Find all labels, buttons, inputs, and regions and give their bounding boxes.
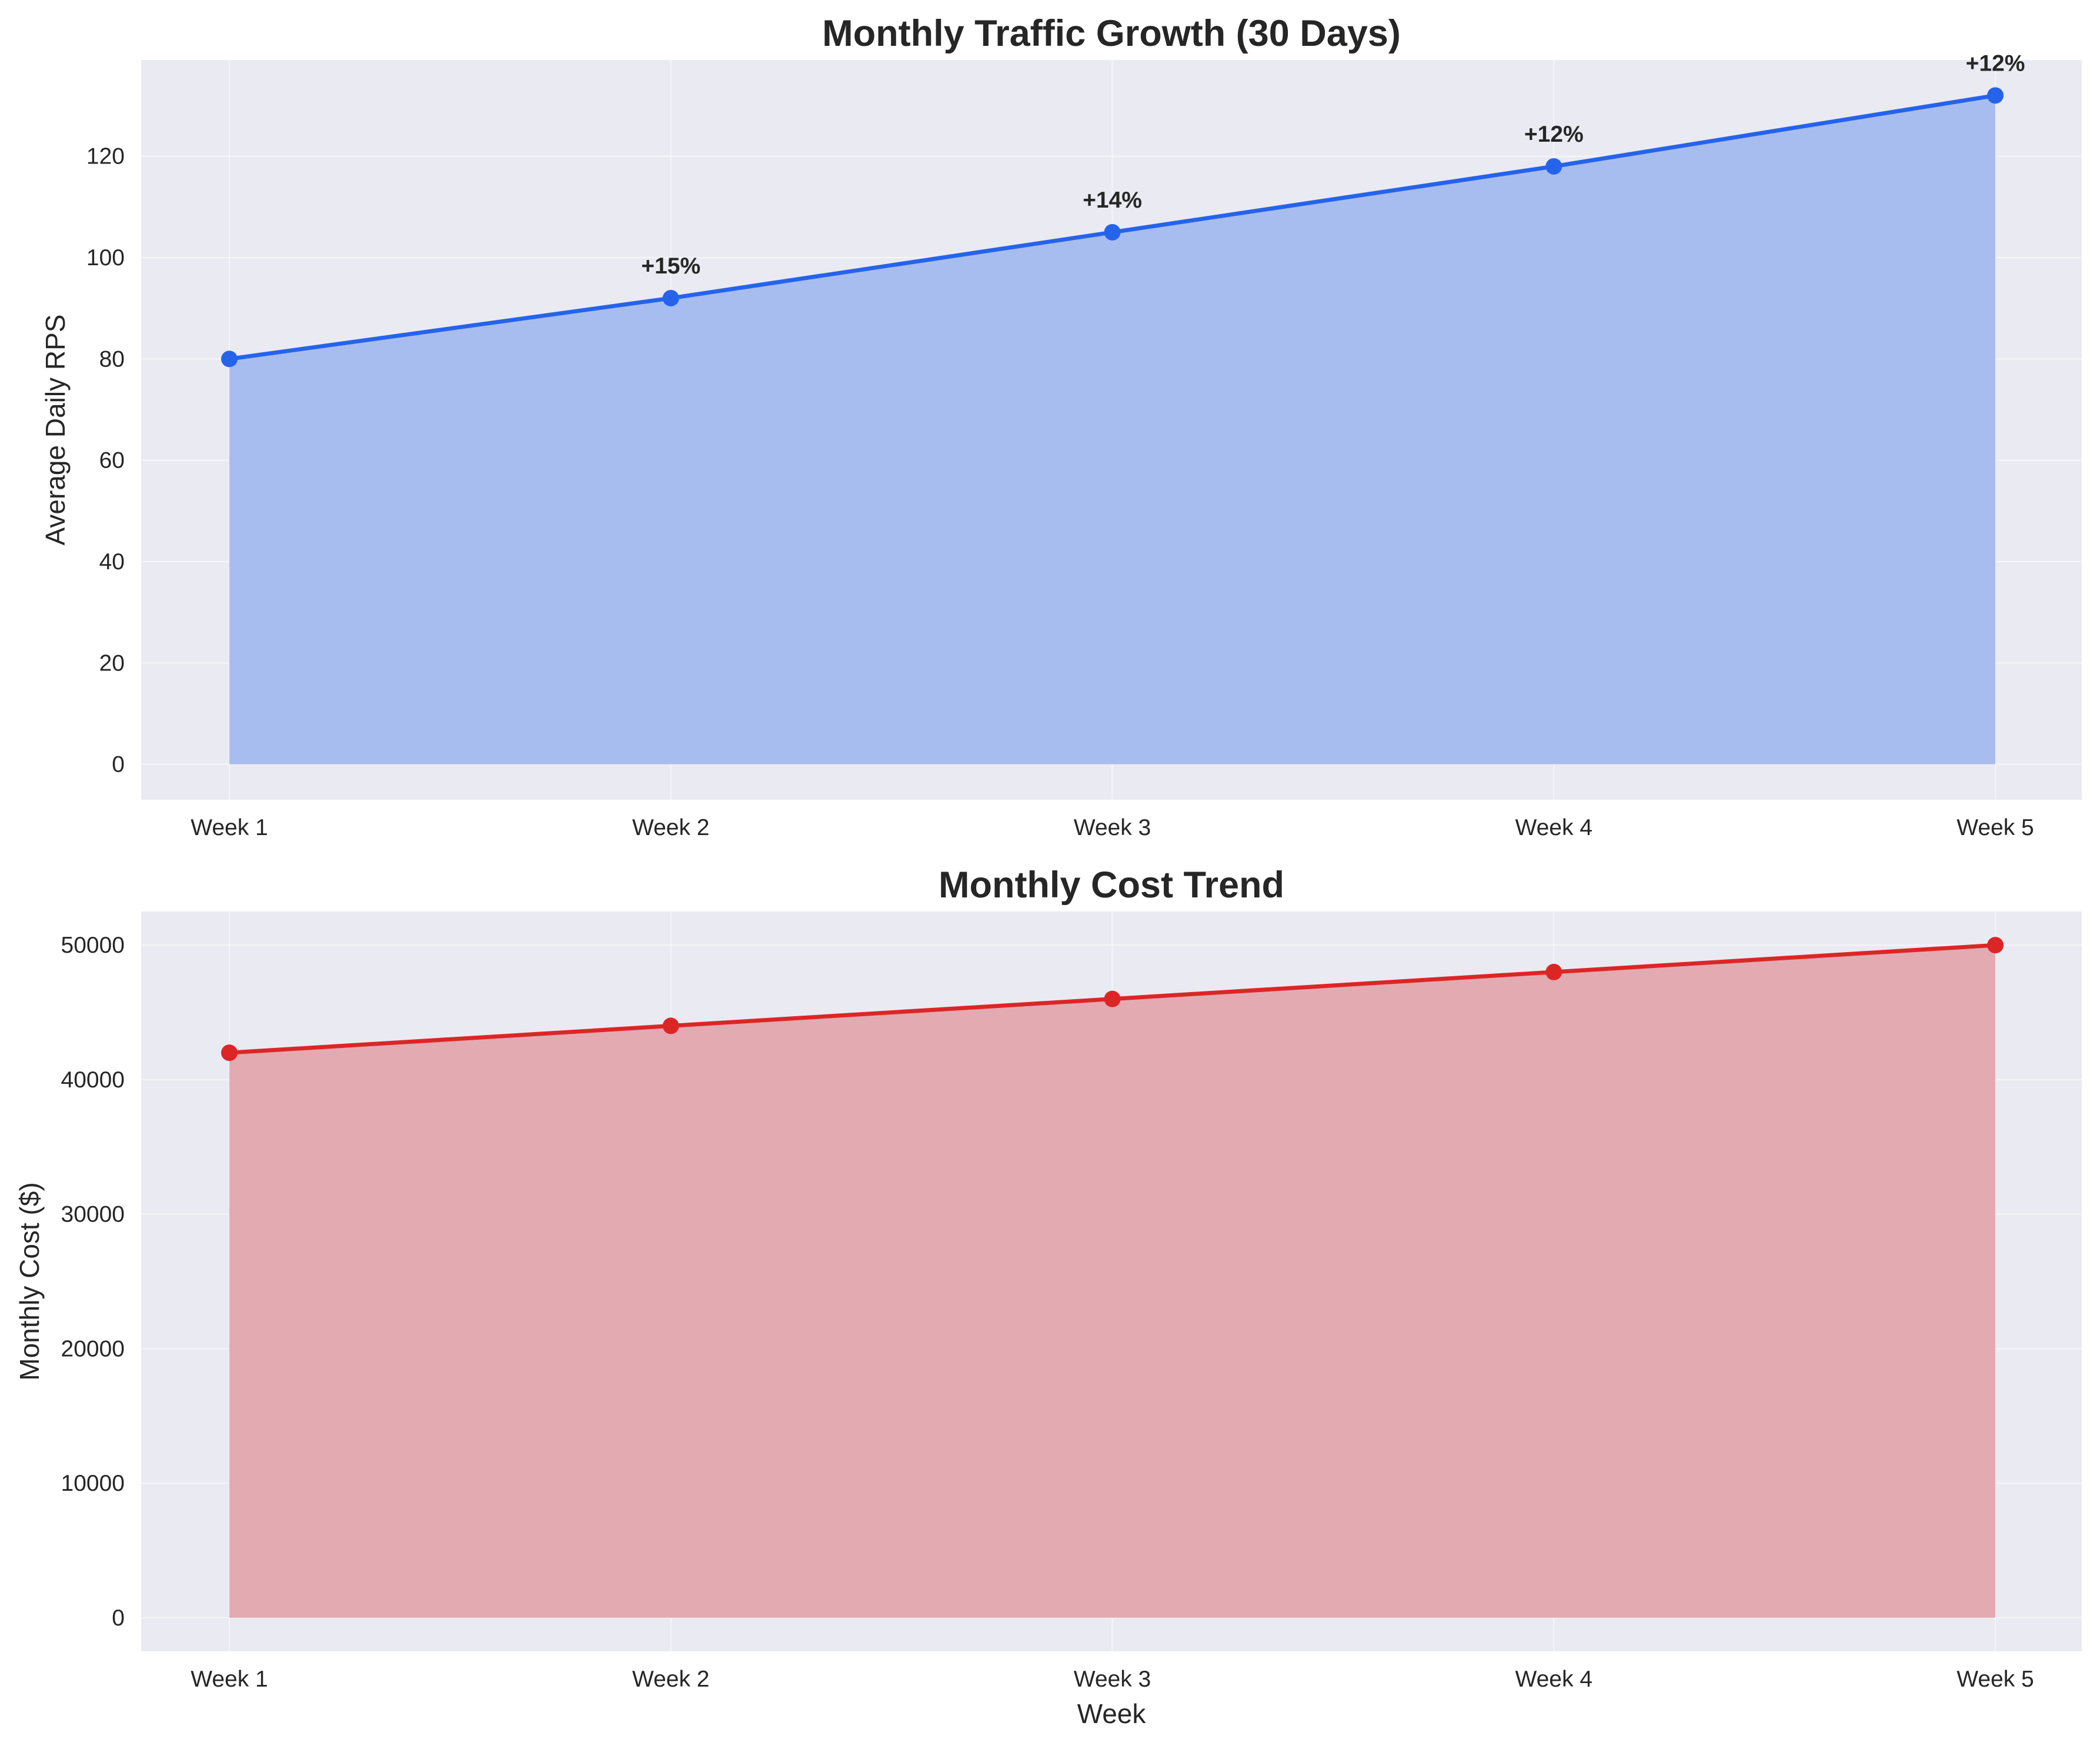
x-tick-label: Week 4: [1515, 1667, 1592, 1692]
area-fill: [229, 95, 1995, 764]
y-tick-label: 20: [99, 650, 125, 676]
data-point: [221, 350, 238, 368]
y-tick-label: 10000: [61, 1471, 125, 1496]
growth-annotation: +12%: [1966, 51, 2025, 76]
y-tick-label: 60: [99, 448, 125, 473]
growth-annotation: +14%: [1083, 188, 1142, 213]
y-tick-label: 20000: [61, 1336, 125, 1361]
y-tick-labels: 0 10000 20000 30000 40000 50000: [61, 933, 125, 1631]
data-point: [662, 289, 679, 306]
y-tick-labels: 0 20 40 60 80 100 120: [86, 144, 125, 777]
marker-layer: [221, 87, 2004, 368]
x-tick-labels: Week 1 Week 2 Week 3 Week 4 Week 5: [191, 815, 2034, 840]
data-point: [1545, 963, 1563, 980]
annotation-layer: +15% +14% +12% +12%: [641, 51, 2025, 279]
y-tick-label: 50000: [61, 933, 125, 958]
chart-title: Monthly Traffic Growth (30 Days): [822, 13, 1401, 54]
y-tick-label: 80: [99, 346, 125, 372]
data-point: [221, 1044, 238, 1061]
x-tick-label: Week 4: [1515, 815, 1592, 840]
y-tick-label: 120: [86, 144, 125, 169]
data-point: [1104, 223, 1121, 241]
data-point: [662, 1017, 679, 1034]
x-tick-label: Week 1: [191, 815, 268, 840]
x-tick-label: Week 2: [632, 815, 710, 840]
area-fill: [229, 945, 1995, 1618]
marker-layer: [221, 937, 2004, 1061]
x-tick-label: Week 3: [1074, 815, 1151, 840]
y-tick-label: 0: [112, 1605, 125, 1631]
data-point: [1987, 87, 2004, 104]
data-point: [1104, 990, 1121, 1007]
x-tick-label: Week 5: [1957, 1667, 2034, 1692]
y-tick-label: 100: [86, 245, 125, 271]
x-tick-label: Week 3: [1074, 1667, 1151, 1692]
x-tick-label: Week 1: [191, 1667, 268, 1692]
y-tick-label: 40000: [61, 1067, 125, 1093]
x-tick-labels: Week 1 Week 2 Week 3 Week 4 Week 5: [191, 1667, 2034, 1692]
growth-annotation: +15%: [641, 253, 700, 279]
x-axis-label: Week: [1077, 1698, 1147, 1729]
chart-title: Monthly Cost Trend: [939, 864, 1284, 906]
area-layer: [229, 95, 1995, 764]
growth-annotation: +12%: [1524, 122, 1584, 147]
y-axis-label: Monthly Cost ($): [14, 1182, 45, 1380]
area-layer: [229, 945, 1995, 1618]
y-tick-label: 40: [99, 549, 125, 575]
data-point: [1987, 937, 2004, 954]
data-point: [1545, 158, 1563, 175]
x-tick-label: Week 2: [632, 1667, 710, 1692]
y-tick-label: 30000: [61, 1202, 125, 1227]
y-tick-label: 0: [112, 752, 125, 777]
x-tick-label: Week 5: [1957, 815, 2034, 840]
y-axis-label: Average Daily RPS: [40, 315, 71, 546]
